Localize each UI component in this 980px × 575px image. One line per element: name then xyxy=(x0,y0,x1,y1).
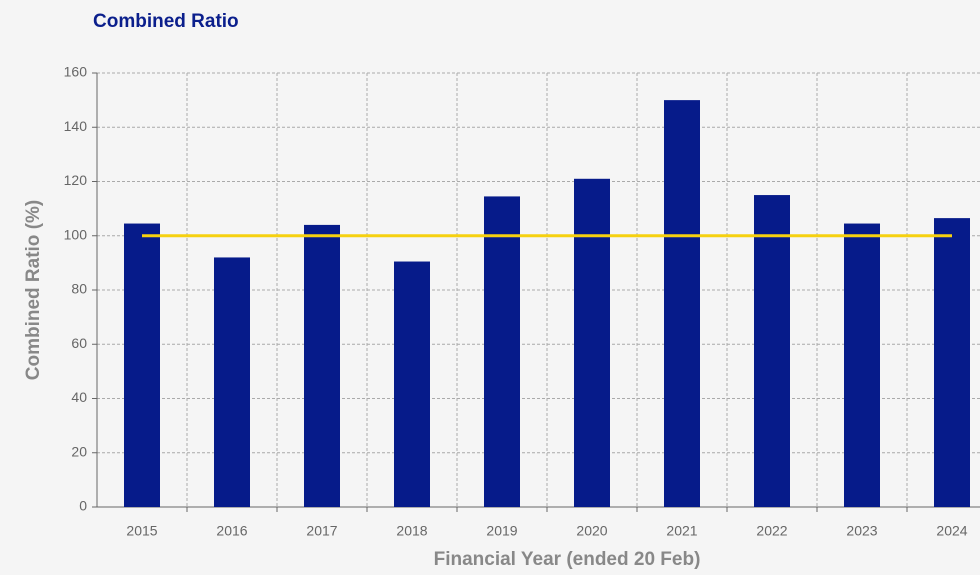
x-tick-label: 2016 xyxy=(216,523,247,539)
y-tick-label: 160 xyxy=(64,64,88,80)
bar xyxy=(484,196,520,507)
x-tick-label: 2023 xyxy=(846,523,877,539)
x-tick-label: 2020 xyxy=(576,523,607,539)
bar xyxy=(754,195,790,507)
y-tick-label: 60 xyxy=(71,335,87,351)
bar xyxy=(394,261,430,507)
y-tick-label: 100 xyxy=(64,226,88,242)
bar xyxy=(844,223,880,507)
x-tick-label: 2019 xyxy=(486,523,517,539)
bar xyxy=(934,218,970,507)
y-tick-label: 120 xyxy=(64,172,88,188)
x-tick-label: 2017 xyxy=(306,523,337,539)
x-axis-label: Financial Year (ended 20 Feb) xyxy=(434,549,701,570)
y-tick-label: 20 xyxy=(71,443,87,459)
x-tick-label: 2021 xyxy=(666,523,697,539)
x-tick-label: 2018 xyxy=(396,523,427,539)
bar xyxy=(124,223,160,507)
bar xyxy=(214,257,250,507)
bar xyxy=(574,178,610,507)
y-tick-label: 140 xyxy=(64,118,88,134)
bar xyxy=(664,100,700,507)
x-tick-label: 2022 xyxy=(756,523,787,539)
y-tick-label: 40 xyxy=(71,389,87,405)
x-tick-label: 2024 xyxy=(936,523,967,539)
bar xyxy=(304,224,340,507)
y-tick-label: 0 xyxy=(79,498,87,514)
y-tick-label: 80 xyxy=(71,281,87,297)
chart-title: Combined Ratio xyxy=(93,11,239,32)
x-tick-label: 2015 xyxy=(126,523,157,539)
y-axis-label: Combined Ratio (%) xyxy=(23,200,44,381)
